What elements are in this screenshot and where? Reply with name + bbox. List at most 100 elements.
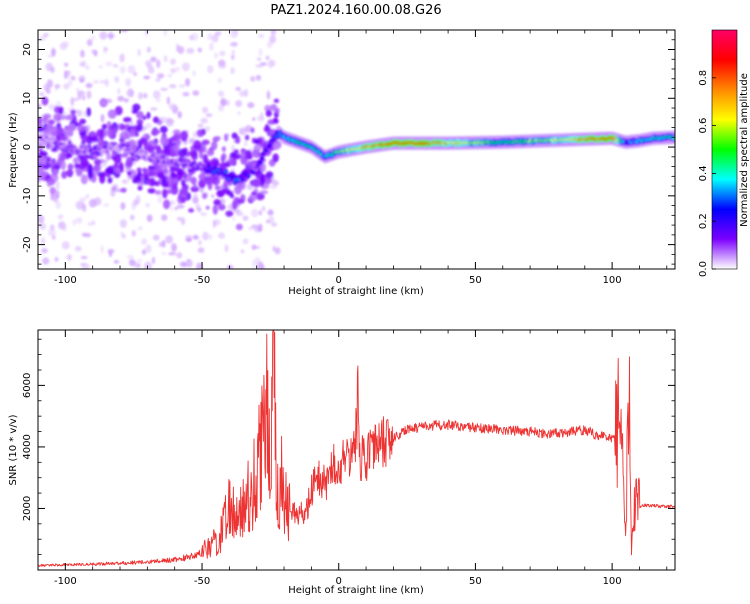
- colorbar-tick-label: 0.4: [698, 165, 709, 181]
- noise-cell: [253, 143, 262, 153]
- noise-cell: [38, 103, 42, 109]
- spectrogram-y-axis-label: Frequency (Hz): [8, 112, 19, 188]
- noise-cell: [176, 171, 183, 181]
- noise-cell: [170, 67, 176, 74]
- noise-cell: [43, 83, 49, 92]
- noise-cell: [131, 230, 136, 237]
- noise-cell: [145, 203, 150, 208]
- noise-cell: [77, 162, 87, 170]
- colorbar-tick-label: 0.0: [698, 261, 709, 277]
- noise-cell: [259, 190, 269, 195]
- noise-cell: [265, 171, 274, 178]
- noise-cell: [181, 179, 186, 187]
- y-tick-label: 4000: [22, 434, 33, 459]
- noise-cell: [114, 106, 123, 116]
- noise-cell: [190, 176, 197, 185]
- y-tick-label: 6000: [22, 373, 33, 398]
- ridge-core-cell: [186, 159, 191, 163]
- noise-cell: [207, 65, 214, 74]
- noise-cell: [221, 152, 227, 161]
- noise-cell: [269, 35, 277, 44]
- noise-cell: [204, 125, 210, 132]
- noise-cell: [270, 103, 278, 112]
- noise-cell: [275, 107, 280, 114]
- noise-cell: [247, 160, 252, 167]
- noise-cell: [55, 190, 60, 199]
- noise-cell: [196, 262, 203, 269]
- ridge-core-cell: [100, 150, 105, 154]
- noise-cell: [272, 142, 280, 151]
- noise-cell: [192, 90, 200, 96]
- noise-cell: [232, 216, 236, 221]
- noise-cell: [76, 87, 80, 93]
- noise-cell: [161, 188, 168, 199]
- noise-cell: [254, 256, 261, 266]
- noise-cell: [177, 111, 182, 119]
- noise-cell: [235, 86, 242, 91]
- noise-cell: [38, 176, 43, 181]
- noise-cell: [51, 47, 56, 57]
- noise-cell: [153, 164, 163, 172]
- noise-cell: [168, 103, 177, 110]
- noise-cell: [136, 258, 143, 263]
- colorbar-frame: [711, 29, 738, 270]
- noise-cell: [100, 245, 104, 254]
- noise-cell: [160, 87, 168, 91]
- noise-cell: [85, 194, 90, 199]
- noise-cell: [120, 187, 127, 193]
- noise-cell: [176, 252, 183, 259]
- noise-cell: [139, 138, 148, 145]
- noise-cell: [267, 209, 274, 216]
- noise-cell: [272, 117, 278, 123]
- noise-cell: [159, 136, 169, 147]
- noise-cell: [130, 144, 137, 152]
- ridge-core-cell: [93, 146, 98, 150]
- noise-cell: [87, 164, 93, 175]
- ridge-core-cell: [105, 150, 110, 154]
- noise-cell: [200, 117, 208, 124]
- noise-cell: [87, 222, 92, 226]
- ridge-core-cell: [251, 170, 256, 174]
- noise-cell: [224, 244, 229, 253]
- noise-cell: [166, 176, 174, 184]
- noise-cell: [251, 191, 257, 196]
- noise-cell: [192, 196, 199, 204]
- spectrogram-cells: [38, 30, 675, 269]
- noise-cell: [80, 174, 88, 185]
- noise-cell: [41, 96, 49, 106]
- noise-cell: [81, 232, 86, 237]
- noise-cell: [136, 167, 142, 173]
- noise-cell: [217, 77, 223, 84]
- noise-cell: [126, 88, 134, 98]
- noise-cell: [120, 65, 126, 74]
- noise-cell: [161, 240, 166, 248]
- noise-cell: [190, 32, 199, 41]
- noise-cell: [107, 177, 113, 184]
- noise-cell: [50, 66, 55, 73]
- noise-cell: [82, 262, 90, 269]
- y-tick-label: -20: [22, 236, 33, 252]
- noise-cell: [252, 178, 261, 188]
- noise-cell: [147, 66, 155, 74]
- noise-cell: [236, 198, 245, 204]
- noise-cell: [202, 153, 208, 164]
- noise-cell: [55, 200, 61, 210]
- noise-cell: [86, 38, 93, 47]
- ridge-core-cell: [97, 147, 102, 151]
- noise-cell: [216, 189, 225, 198]
- noise-cell: [170, 58, 177, 65]
- colorbar-gradient: [712, 30, 737, 269]
- noise-cell: [137, 226, 143, 231]
- noise-cell: [104, 78, 109, 87]
- noise-cell: [43, 32, 49, 38]
- noise-cell: [77, 91, 83, 101]
- noise-cell: [93, 164, 102, 172]
- noise-cell: [126, 254, 135, 260]
- noise-cell: [136, 110, 144, 119]
- noise-cell: [76, 170, 83, 177]
- noise-cell: [230, 41, 239, 47]
- noise-cell: [230, 67, 235, 75]
- noise-cell: [79, 197, 87, 202]
- noise-cell: [108, 252, 113, 258]
- noise-cell: [185, 78, 191, 87]
